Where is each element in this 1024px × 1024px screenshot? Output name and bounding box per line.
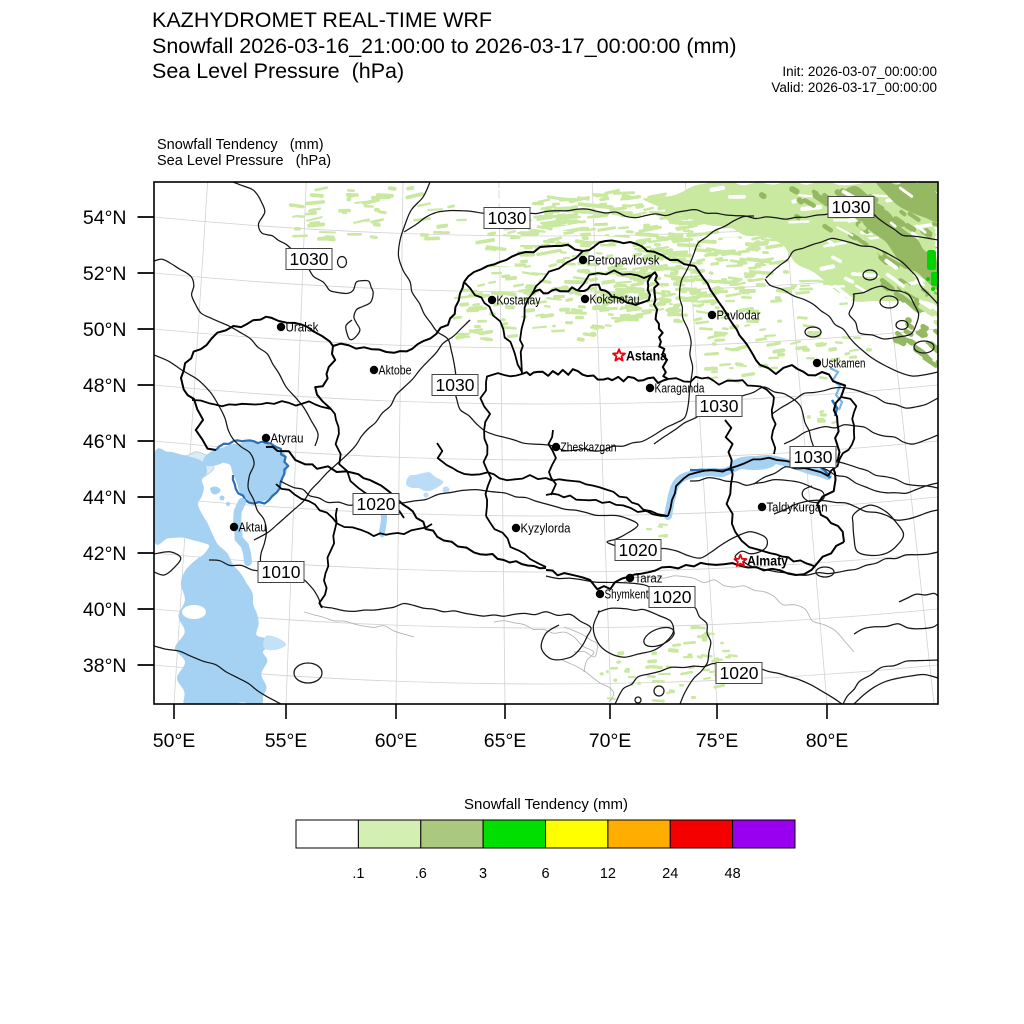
- svg-text:1020: 1020: [619, 540, 658, 560]
- svg-text:Aktau: Aktau: [239, 520, 267, 535]
- svg-text:70°E: 70°E: [589, 730, 632, 752]
- svg-text:54°N: 54°N: [83, 207, 127, 229]
- svg-text:.1: .1: [352, 866, 364, 882]
- svg-text:12: 12: [600, 866, 616, 882]
- svg-text:Kyzylorda: Kyzylorda: [521, 521, 572, 536]
- svg-text:40°N: 40°N: [83, 599, 127, 621]
- svg-text:Aktobe: Aktobe: [379, 363, 412, 378]
- svg-text:Karaganda: Karaganda: [655, 381, 706, 396]
- svg-text:1020: 1020: [357, 494, 396, 514]
- svg-text:38°N: 38°N: [83, 655, 127, 677]
- svg-text:1010: 1010: [262, 562, 301, 582]
- svg-text:80°E: 80°E: [806, 730, 849, 752]
- svg-text:Kostanay: Kostanay: [497, 293, 541, 308]
- svg-text:52°N: 52°N: [83, 263, 127, 285]
- svg-text:50°N: 50°N: [83, 319, 127, 341]
- svg-text:48: 48: [725, 866, 741, 882]
- svg-text:1030: 1030: [794, 447, 833, 467]
- svg-text:1020: 1020: [720, 663, 759, 683]
- svg-text:55°E: 55°E: [265, 730, 308, 752]
- svg-text:65°E: 65°E: [484, 730, 527, 752]
- svg-text:Ustkamen: Ustkamen: [822, 356, 866, 371]
- svg-text:42°N: 42°N: [83, 543, 127, 565]
- svg-text:Pavlodar: Pavlodar: [717, 308, 762, 323]
- svg-text:Valid: 2026-03-17_00:00:00: Valid: 2026-03-17_00:00:00: [771, 80, 937, 95]
- svg-text:Sea Level Pressure (hPa): Sea Level Pressure (hPa): [157, 153, 331, 169]
- svg-text:6: 6: [541, 866, 549, 882]
- svg-text:1030: 1030: [832, 197, 871, 217]
- svg-text:44°N: 44°N: [83, 487, 127, 509]
- svg-text:Astana: Astana: [626, 349, 667, 364]
- svg-text:1030: 1030: [436, 375, 475, 395]
- svg-text:75°E: 75°E: [696, 730, 739, 752]
- svg-text:3: 3: [479, 866, 487, 882]
- svg-text:Petropavlovsk: Petropavlovsk: [588, 253, 661, 268]
- svg-text:Uralsk: Uralsk: [286, 320, 320, 335]
- svg-text:1030: 1030: [700, 396, 739, 416]
- svg-text:1030: 1030: [290, 249, 329, 269]
- svg-text:Zheskazgan: Zheskazgan: [561, 440, 617, 455]
- svg-text:24: 24: [662, 866, 678, 882]
- svg-text:Taldykurgan: Taldykurgan: [767, 500, 828, 515]
- svg-text:Shymkent: Shymkent: [605, 587, 649, 602]
- svg-text:Sea Level Pressure (hPa): Sea Level Pressure (hPa): [152, 59, 404, 83]
- svg-text:Almaty: Almaty: [747, 554, 788, 569]
- svg-text:1020: 1020: [653, 587, 692, 607]
- svg-text:50°E: 50°E: [153, 730, 196, 752]
- svg-text:48°N: 48°N: [83, 375, 127, 397]
- svg-text:Snowfall Tendency (mm): Snowfall Tendency (mm): [157, 137, 324, 153]
- svg-text:Taraz: Taraz: [635, 571, 663, 586]
- svg-text:Snowfall 2026-03-16_21:00:00 t: Snowfall 2026-03-16_21:00:00 to 2026-03-…: [152, 34, 736, 58]
- svg-text:KAZHYDROMET REAL-TIME WRF: KAZHYDROMET REAL-TIME WRF: [152, 8, 492, 32]
- svg-text:Atyrau: Atyrau: [271, 431, 304, 446]
- svg-text:Init: 2026-03-07_00:00:00: Init: 2026-03-07_00:00:00: [782, 64, 937, 79]
- svg-text:Kokshetau: Kokshetau: [590, 292, 640, 307]
- svg-text:1030: 1030: [488, 208, 527, 228]
- svg-text:60°E: 60°E: [375, 730, 418, 752]
- svg-text:46°N: 46°N: [83, 431, 127, 453]
- svg-text:.6: .6: [415, 866, 427, 882]
- svg-text:Snowfall Tendency (mm): Snowfall Tendency (mm): [464, 796, 628, 813]
